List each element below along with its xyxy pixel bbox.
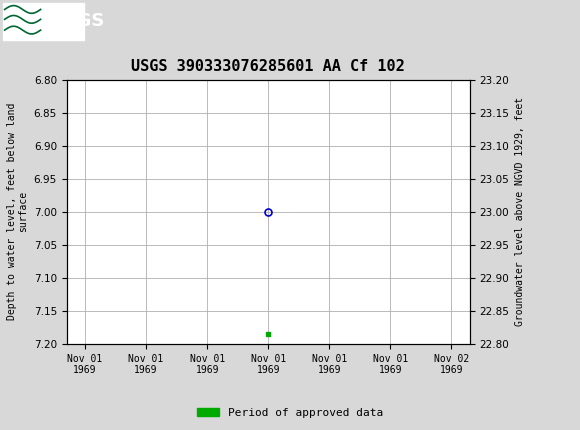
Bar — [3, 3, 84, 40]
Legend: Period of approved data: Period of approved data — [193, 403, 387, 422]
Text: USGS: USGS — [49, 12, 104, 31]
Y-axis label: Depth to water level, feet below land
surface: Depth to water level, feet below land su… — [6, 103, 28, 320]
Y-axis label: Groundwater level above NGVD 1929, feet: Groundwater level above NGVD 1929, feet — [515, 97, 525, 326]
Title: USGS 390333076285601 AA Cf 102: USGS 390333076285601 AA Cf 102 — [132, 59, 405, 74]
